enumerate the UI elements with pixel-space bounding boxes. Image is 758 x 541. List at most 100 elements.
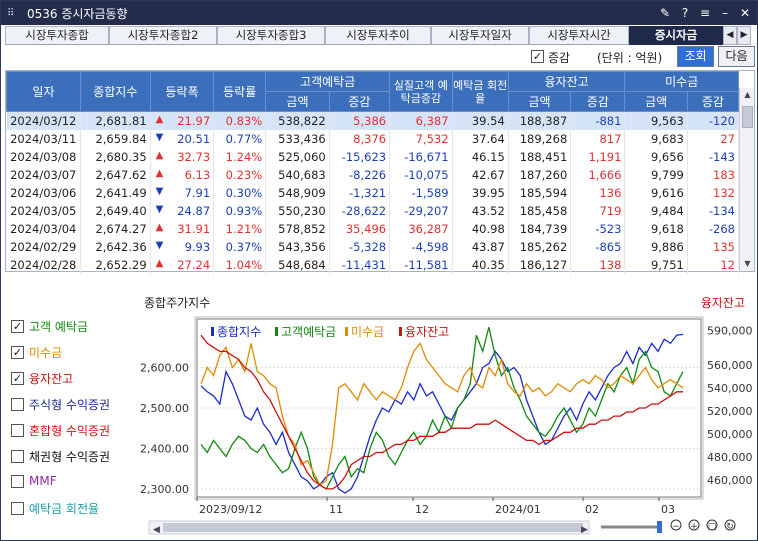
tab-stock-funds[interactable]: 증시자금 [629, 26, 723, 45]
header-unpaid[interactable]: 미수금 [624, 71, 739, 92]
scroll-down-icon[interactable]: ▼ [744, 259, 751, 268]
series-checkbox[interactable] [11, 398, 24, 411]
chart-area: ✓ 고객 예탁금 ✓ 미수금 ✓ 융자잔고 주식형 수익증권 혼합형 수익증권 채권형 수익증권… [1, 289, 757, 541]
header-loan-amount[interactable]: 금액 [507, 91, 572, 112]
menu-icon[interactable]: ≡ [699, 6, 711, 20]
scroll-right-icon[interactable]: ▶ [581, 525, 588, 535]
table-cell-loan: 187,260 [508, 165, 572, 184]
zoom-fit-icon[interactable] [706, 519, 718, 531]
change-checkbox[interactable]: ✓ [531, 50, 544, 63]
table-cell-depd: -1,321 [329, 183, 391, 202]
table-cell-idx: 2,681.81 [80, 111, 151, 130]
table-cell-loand: 1,191 [570, 147, 626, 166]
table-row[interactable]: 2024/03/07 2,647.62 ▲ 6.13 0.23% 540,683 -8,22… [6, 165, 740, 184]
series-checkbox[interactable] [11, 502, 24, 515]
scroll-thumb[interactable] [742, 106, 753, 128]
series-label: 채권형 수익증권 [29, 450, 111, 464]
header-turnover[interactable]: 예탁금 회전율 [451, 71, 509, 112]
minimize-icon[interactable]: – [722, 6, 728, 20]
table-row[interactable]: 2024/03/05 2,649.40 ▼ 24.87 0.93% 550,230 -28,… [6, 201, 740, 220]
tab-market-summary-3[interactable]: 시장투자종합3 [217, 26, 325, 45]
series-option[interactable]: MMF [11, 474, 57, 488]
header-change[interactable]: 등락폭 [149, 71, 215, 112]
tab-market-trend[interactable]: 시장투자추이 [325, 26, 431, 45]
tab-bar: 시장투자종합 시장투자종합2 시장투자종합3 시장투자추이 시장투자일자 시장투… [5, 26, 755, 45]
series-line-융자잔고 [200, 334, 683, 490]
series-option[interactable]: 혼합형 수익증권 [11, 422, 110, 439]
header-loan-delta[interactable]: 증감 [570, 91, 626, 112]
up-arrow-icon: ▲ [155, 149, 164, 161]
table-cell-chg: ▲ 27.24 [150, 255, 215, 274]
tab-prev-icon[interactable]: ◀ [723, 26, 737, 45]
header-unpaid-amount[interactable]: 금액 [624, 91, 688, 112]
table-row[interactable]: 2024/03/08 2,680.35 ▲ 32.73 1.24% 525,060 -15,… [6, 147, 740, 166]
tab-next-icon[interactable]: ▶ [737, 26, 751, 45]
up-arrow-icon: ▲ [155, 113, 164, 125]
table-row[interactable]: 2024/03/04 2,674.27 ▲ 31.91 1.21% 578,852 35,4… [6, 219, 740, 238]
chart-scroll-thumb[interactable] [163, 523, 583, 532]
table-row[interactable]: 2024/03/06 2,641.49 ▼ 7.91 0.30% 548,909 -1,32… [6, 183, 740, 202]
table-row[interactable]: 2024/03/11 2,659.84 ▼ 20.51 0.77% 533,436 8,37… [6, 129, 740, 148]
series-checkbox[interactable] [11, 424, 24, 437]
series-option[interactable]: 예탁금 회전율 [11, 500, 99, 517]
header-unpaid-delta[interactable]: 증감 [686, 91, 740, 112]
table-cell-dep: 548,909 [265, 183, 330, 202]
down-arrow-icon: ▼ [155, 131, 164, 143]
table-cell-unpd: -134 [687, 201, 740, 220]
table-cell-real: 36,287 [389, 219, 453, 238]
legend-swatch [399, 327, 402, 336]
series-checkbox[interactable]: ✓ [11, 346, 24, 359]
series-checkbox[interactable]: ✓ [11, 372, 24, 385]
series-checkbox[interactable] [11, 474, 24, 488]
table-cell-unpd: 12 [687, 255, 740, 274]
table-cell-chg: ▼ 20.51 [150, 129, 215, 148]
close-icon[interactable]: ✕ [739, 6, 751, 20]
header-rate[interactable]: 등락률 [213, 71, 267, 112]
table-row[interactable]: 2024/03/12 2,681.81 ▲ 21.97 0.83% 538,822 5,38… [6, 111, 740, 130]
help-icon[interactable]: ? [681, 6, 689, 20]
header-real-deposit[interactable]: 실질고객 예탁금증감 [389, 71, 453, 112]
header-kospi[interactable]: 종합지수 [79, 71, 151, 112]
header-deposit[interactable]: 고객예탁금 [265, 71, 391, 92]
table-cell-loan: 188,387 [508, 111, 572, 130]
series-option[interactable]: 주식형 수익증권 [11, 396, 110, 413]
table-cell-date: 2024/03/04 [6, 219, 81, 238]
table-row[interactable]: 2024/02/29 2,642.36 ▼ 9.93 0.37% 543,356 -5,32… [6, 237, 740, 256]
change-value: 27.24 [177, 257, 211, 272]
tab-market-date[interactable]: 시장투자일자 [431, 26, 529, 45]
table-row[interactable]: 2024/02/28 2,652.29 ▲ 27.24 1.04% 548,684 -11,… [6, 255, 740, 274]
series-option[interactable]: ✓ 융자잔고 [11, 370, 73, 387]
table-cell-loand: 1,666 [570, 165, 626, 184]
header-deposit-delta[interactable]: 증감 [328, 91, 391, 112]
table-cell-dep: 533,436 [265, 129, 330, 148]
table-cell-loand: -523 [570, 219, 626, 238]
zoom-handle[interactable] [657, 521, 662, 533]
pin-icon[interactable]: ✎ [659, 6, 671, 20]
series-checkbox[interactable]: ✓ [11, 320, 24, 333]
header-loan[interactable]: 융자잔고 [507, 71, 626, 92]
zoom-out-icon[interactable] [670, 519, 682, 531]
header-deposit-amount[interactable]: 금액 [265, 91, 330, 112]
header-date[interactable]: 일자 [6, 71, 81, 112]
table-scrollbar[interactable]: ▲ ▼ [739, 88, 754, 271]
series-checkbox[interactable] [11, 450, 24, 463]
series-option[interactable]: ✓ 고객 예탁금 [11, 318, 88, 335]
series-option[interactable]: 채권형 수익증권 [11, 448, 110, 465]
query-button[interactable]: 조회 [677, 46, 714, 67]
next-button[interactable]: 다음 [718, 46, 755, 67]
zoom-in-icon[interactable] [688, 519, 700, 531]
table-cell-unp: 9,618 [624, 219, 688, 238]
up-arrow-icon: ▲ [155, 221, 164, 233]
series-option[interactable]: ✓ 미수금 [11, 344, 62, 361]
table-cell-rate: 0.30% [213, 183, 267, 202]
table-cell-unp: 9,616 [624, 183, 688, 202]
table-cell-dep: 538,822 [265, 111, 330, 130]
scroll-left-icon[interactable]: ◀ [153, 525, 160, 535]
chart-right-title: 융자잔고 [701, 296, 745, 310]
tab-market-time[interactable]: 시장투자시간 [529, 26, 629, 45]
scroll-up-icon[interactable]: ▲ [744, 90, 751, 99]
tab-market-summary[interactable]: 시장투자종합 [5, 26, 109, 45]
grip-icon[interactable]: ⠿ [7, 7, 15, 19]
tab-market-summary-2[interactable]: 시장투자종합2 [109, 26, 217, 45]
reset-icon[interactable] [724, 519, 736, 531]
